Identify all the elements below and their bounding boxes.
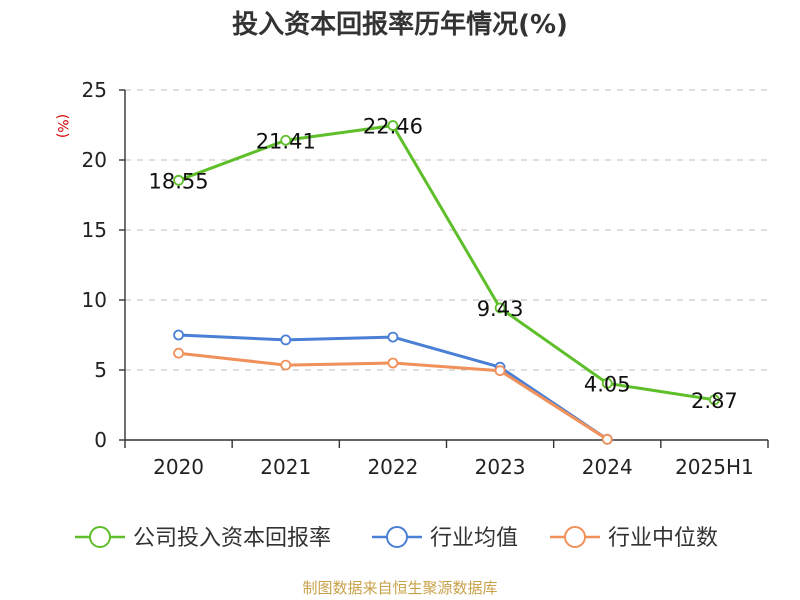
grid-lines	[125, 89, 768, 371]
data-point-industry_avg[interactable]	[280, 334, 292, 346]
legend-item-company[interactable]: 公司投入资本回报率	[75, 526, 331, 551]
data-label: 2.87	[691, 389, 738, 413]
series-line-company	[178, 124, 715, 402]
legend-label: 公司投入资本回报率	[133, 526, 331, 551]
legend-swatch-marker	[89, 526, 111, 548]
y-tick-label: 15	[82, 218, 107, 242]
y-tick-label: 20	[82, 148, 107, 172]
x-tick-label: 2023	[475, 455, 526, 479]
data-labels: 18.55 21.41 22.46 9.43 4.05 2.87	[149, 115, 738, 413]
source-note: 制图数据来自恒生聚源数据库	[302, 579, 497, 597]
data-point-company[interactable]	[173, 174, 184, 186]
data-point-company[interactable]	[709, 394, 720, 406]
legend-swatch-marker	[564, 526, 586, 548]
axes: 0 5 10 15 20 25 2020 2021 2022 2023 2024 2025H1	[82, 78, 769, 479]
data-point-industry_avg[interactable]	[173, 329, 184, 341]
data-point-industry_median[interactable]	[173, 347, 184, 359]
data-label: 9.43	[477, 297, 524, 321]
data-point-industry_median[interactable]	[280, 359, 292, 371]
x-tick-label: 2022	[367, 455, 418, 479]
data-point-company[interactable]	[387, 120, 399, 131]
legend-item-industry_median[interactable]: 行业中位数	[550, 526, 718, 551]
legend-item-industry_avg[interactable]: 行业均值	[372, 526, 518, 551]
x-tick-label: 2020	[153, 455, 204, 479]
y-tick-label: 25	[82, 78, 107, 102]
data-label: 22.46	[363, 115, 423, 139]
series-points	[173, 120, 720, 445]
y-tick-label: 0	[94, 428, 107, 452]
x-tick-label: 2025H1	[675, 455, 754, 479]
data-label: 18.55	[149, 169, 209, 193]
x-tick-label: 2024	[582, 455, 633, 479]
data-point-company[interactable]	[494, 302, 506, 314]
data-point-industry_median[interactable]	[601, 433, 613, 445]
legend: 公司投入资本回报率 行业均值 行业中位数	[75, 526, 718, 551]
legend-label: 行业均值	[430, 526, 518, 551]
data-point-industry_median[interactable]	[387, 357, 399, 369]
legend-label: 行业中位数	[608, 526, 718, 551]
legend-swatch-marker	[386, 526, 408, 548]
series-lines	[178, 124, 715, 441]
data-label: 4.05	[584, 372, 631, 396]
data-point-company[interactable]	[601, 377, 613, 389]
x-tick-label: 2021	[260, 455, 311, 479]
y-tick-label: 10	[82, 288, 107, 312]
chart-title: 投入资本回报率历年情况(%)	[232, 9, 568, 40]
data-label: 21.41	[256, 129, 316, 153]
series-line-industry_avg	[178, 333, 609, 441]
y-tick-label: 5	[94, 358, 107, 382]
y-axis-unit-label: (%)	[54, 114, 70, 138]
data-point-industry_median[interactable]	[494, 365, 506, 377]
data-point-industry_avg[interactable]	[387, 331, 399, 343]
data-point-company[interactable]	[280, 134, 292, 146]
